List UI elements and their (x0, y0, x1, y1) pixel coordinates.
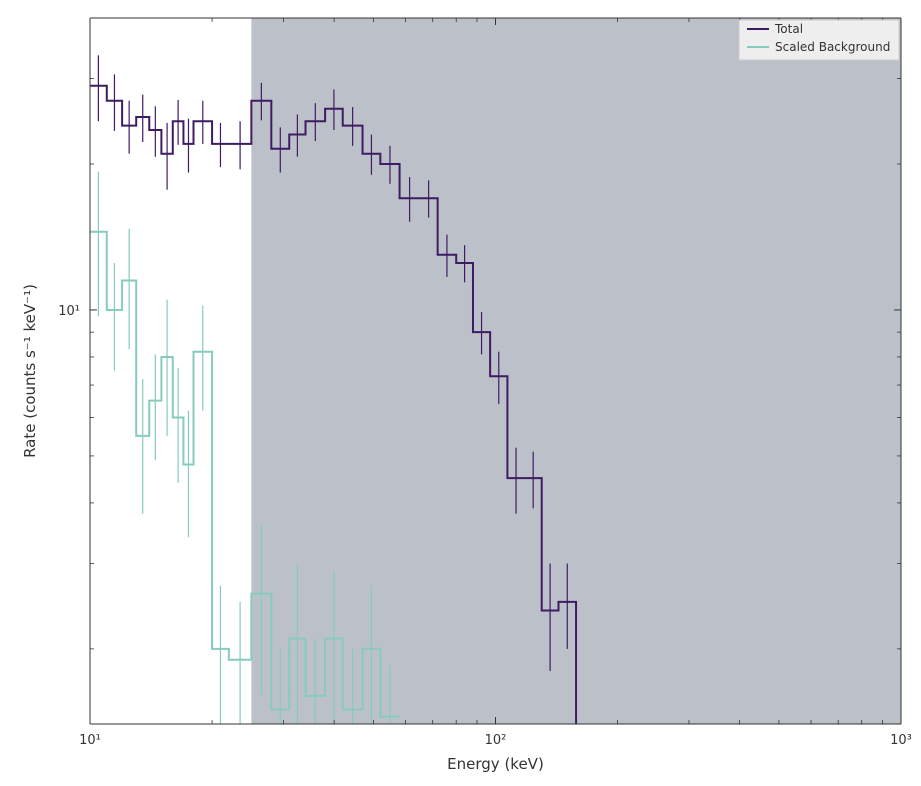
x-tick-label: 10³ (890, 733, 912, 748)
chart-svg: 10¹ 10² 10³ 10¹ Energy (keV) Rate (counts s⁻¹… (0, 0, 921, 786)
legend-label: Total (774, 22, 803, 36)
y-tick-label: 10¹ (58, 304, 80, 319)
x-axis-label: Energy (keV) (447, 755, 544, 773)
legend-label: Scaled Background (775, 40, 890, 54)
spectrum-chart: 10¹ 10² 10³ 10¹ Energy (keV) Rate (counts s⁻¹… (0, 0, 921, 786)
x-tick-label: 10² (485, 733, 507, 748)
y-axis-label: Rate (counts s⁻¹ keV⁻¹) (21, 284, 39, 458)
x-tick-label: 10¹ (79, 733, 101, 748)
